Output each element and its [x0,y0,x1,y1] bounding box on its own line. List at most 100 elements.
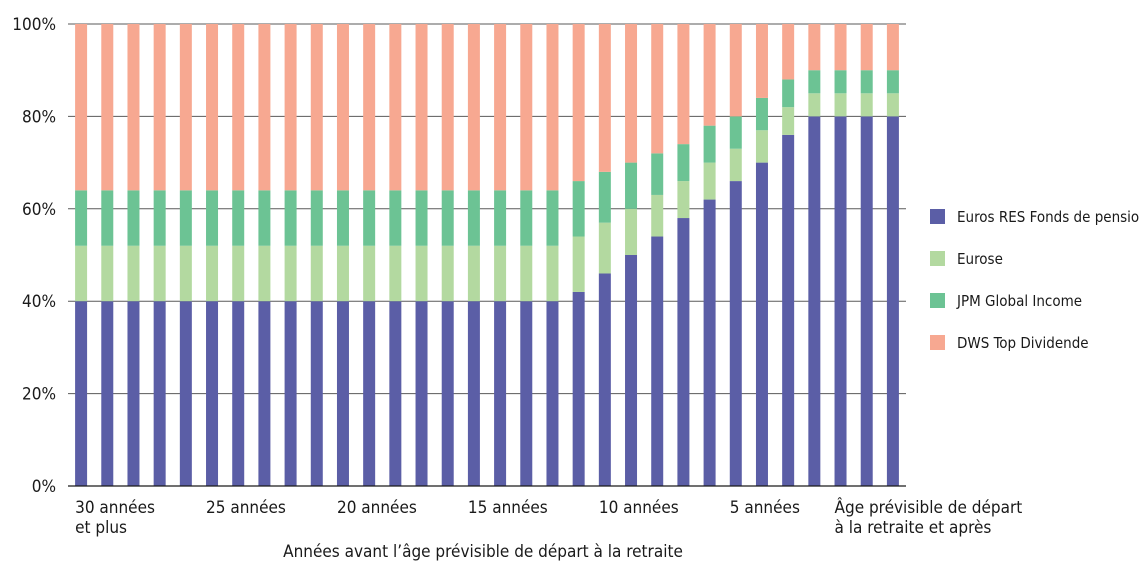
bar-segment [834,24,847,71]
x-tick-label: 20 années [337,498,417,518]
bar-segment [729,148,742,182]
bar-segment [651,24,664,154]
bar-segment [336,24,349,191]
bar-segment [363,301,376,486]
bar-segment [127,24,140,191]
bar-segment [651,153,664,195]
bar-segment [808,24,821,71]
bar-segment [153,245,166,302]
bar-segment [494,24,507,191]
bar-segment [598,24,611,172]
bar-segment [127,245,140,302]
bar-segment [258,190,271,246]
y-axis-ticks: 0% 20% 40% 60% 80% 100% [12,15,56,497]
bar-segment [310,24,323,191]
legend-swatch [930,251,945,266]
bar-segment [179,245,192,302]
bar-segment [415,190,428,246]
bar-segment [467,301,480,486]
bar-segment [467,245,480,302]
bar-segment [153,24,166,191]
bar-segment [703,162,716,200]
bar-segment [625,24,638,163]
bar-segment [625,162,638,209]
y-tick-label: 40% [22,292,56,312]
bar-segment [206,190,219,246]
bar-segment [206,301,219,486]
bar-segment [782,134,795,486]
legend-label: JPM Global Income [956,292,1082,310]
bar-segment [625,255,638,486]
bar-segment [546,24,559,191]
bar-segment [834,116,847,487]
bar-segment [520,190,533,246]
bar-segment [703,199,716,486]
bar-segment [179,24,192,191]
bar-segment [860,116,873,487]
bar-segment [389,24,402,191]
y-tick-label: 20% [22,385,56,405]
y-tick-label: 0% [32,477,56,497]
bar-segment [886,116,899,487]
bar-segment [75,190,88,246]
bar-segment [75,245,88,302]
bar-segment [101,301,114,486]
bar-segment [782,79,795,108]
legend-label: DWS Top Dividende [957,334,1089,352]
bar-segment [520,24,533,191]
bar-segment [415,24,428,191]
bar-segment [808,116,821,487]
x-axis-title: Années avant l’âge prévisible de départ … [283,542,683,562]
bar-segment [782,24,795,80]
bar-segment [101,190,114,246]
bar-segment [441,245,454,302]
bar-segment [729,24,742,117]
bar-segment [441,190,454,246]
bar-segment [258,24,271,191]
legend-swatch [930,293,945,308]
y-tick-label: 60% [22,200,56,220]
bar-segment [232,245,245,302]
bar-segment [206,24,219,191]
bars [75,24,899,487]
bar-segment [886,93,899,117]
bar-segment [494,245,507,302]
bar-segment [284,301,297,486]
bar-segment [677,144,690,182]
bar-segment [860,93,873,117]
bar-segment [494,301,507,486]
bar-segment [677,218,690,487]
bar-segment [677,181,690,219]
bar-segment [153,190,166,246]
bar-segment [441,24,454,191]
legend-label: Eurose [957,250,1003,268]
bar-segment [520,301,533,486]
bar-segment [886,70,899,94]
bar-segment [284,245,297,302]
bar-segment [310,245,323,302]
legend-swatch [930,335,945,350]
bar-segment [782,107,795,135]
bar-segment [598,273,611,486]
bar-segment [336,245,349,302]
bar-segment [808,93,821,117]
bar-segment [625,208,638,255]
bar-segment [101,245,114,302]
x-tick-label: 15 années [468,498,548,518]
bar-segment [834,70,847,94]
bar-segment [572,181,585,237]
bar-segment [860,70,873,94]
bar-segment [651,194,664,237]
bar-segment [703,24,716,126]
x-tick-label: à la retraite et après [835,518,992,538]
bar-segment [598,222,611,274]
legend: Euros RES Fonds de pension Eurose JPM Glob… [930,208,1140,352]
y-tick-label: 80% [22,107,56,127]
bar-segment [258,301,271,486]
bar-segment [546,301,559,486]
bar-segment [284,24,297,191]
bar-segment [179,190,192,246]
bar-segment [651,236,664,486]
